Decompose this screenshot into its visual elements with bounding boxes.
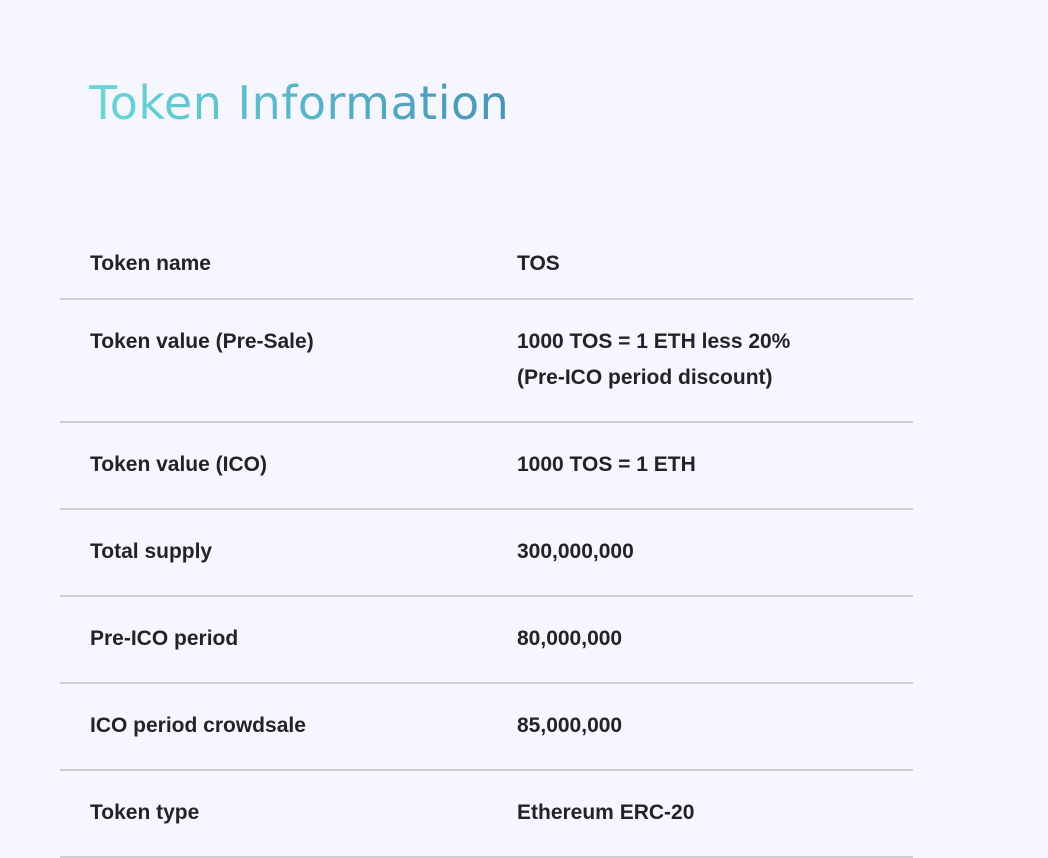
table-row: Token name TOS [60,228,913,300]
table-row: Pre-ICO period 80,000,000 [60,596,913,684]
row-value-line: 300,000,000 [517,540,634,563]
token-info-table: Token name TOS Token value (Pre-Sale) 1000 … [60,228,913,858]
row-value-line: TOS [517,252,560,275]
row-label: Pre-ICO period [60,596,517,684]
row-value: 1000 TOS = 1 ETH less 20% (Pre-ICO period… [517,299,913,423]
row-label: ICO period crowdsale [60,683,517,771]
row-value-line: 1000 TOS = 1 ETH less 20% [517,330,791,353]
row-label: Token value (ICO) [60,422,517,510]
row-value-line: 80,000,000 [517,627,623,650]
row-label: Token type [60,770,517,858]
row-value: Ethereum ERC-20 [517,770,913,858]
row-value-line: (Pre-ICO period discount) [517,366,773,389]
row-value-line: 1000 TOS = 1 ETH [517,453,696,476]
row-value-line: Ethereum ERC-20 [517,801,695,824]
table-row: Token value (Pre-Sale) 1000 TOS = 1 ETH l… [60,299,913,423]
row-value: 1000 TOS = 1 ETH [517,422,913,510]
row-value: TOS [517,228,913,300]
row-value: 80,000,000 [517,596,913,684]
row-value: 85,000,000 [517,683,913,771]
table-row: Token value (ICO) 1000 TOS = 1 ETH [60,422,913,510]
row-label: Token name [60,228,517,300]
row-label: Total supply [60,509,517,597]
table-row: Token type Ethereum ERC-20 [60,770,913,858]
row-label: Token value (Pre-Sale) [60,299,517,423]
table-row: ICO period crowdsale 85,000,000 [60,683,913,771]
row-value-line: 85,000,000 [517,714,623,737]
table-row: Total supply 300,000,000 [60,509,913,597]
page-title: Token Information [89,70,509,136]
row-value: 300,000,000 [517,509,913,597]
